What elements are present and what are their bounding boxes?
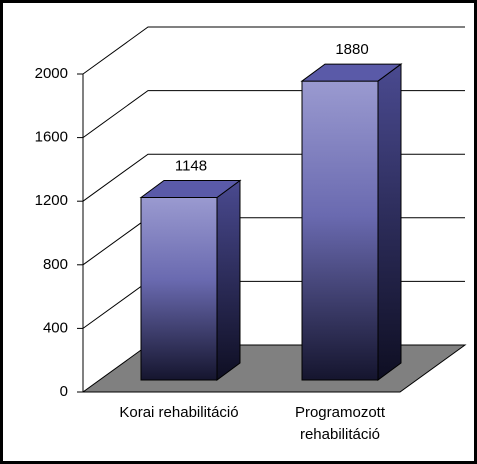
grid-line [82,26,465,75]
y-tick-label: 0 [60,383,68,400]
x-tick-label: Programozott rehabilitáció [294,404,386,443]
y-tick-label: 1200 [35,192,68,209]
bar-side [377,63,402,381]
y-tick-label: 1600 [35,129,68,146]
y-tick-label: 800 [43,256,68,273]
bar-top [139,179,242,198]
grid-line [82,280,465,329]
x-tick-label: Korai rehabilitáció [119,404,239,421]
bar-top [300,63,403,82]
grid-line [82,90,465,139]
bar [301,80,379,381]
value-label: 1148 [175,157,207,174]
y-tick-label: 2000 [35,65,68,82]
grid-line [82,217,465,266]
value-label: 1880 [335,41,368,58]
grid-line [82,153,465,202]
bar [140,196,218,381]
floor [81,344,467,393]
bar-side [216,179,241,381]
y-tick-label: 400 [43,319,68,336]
